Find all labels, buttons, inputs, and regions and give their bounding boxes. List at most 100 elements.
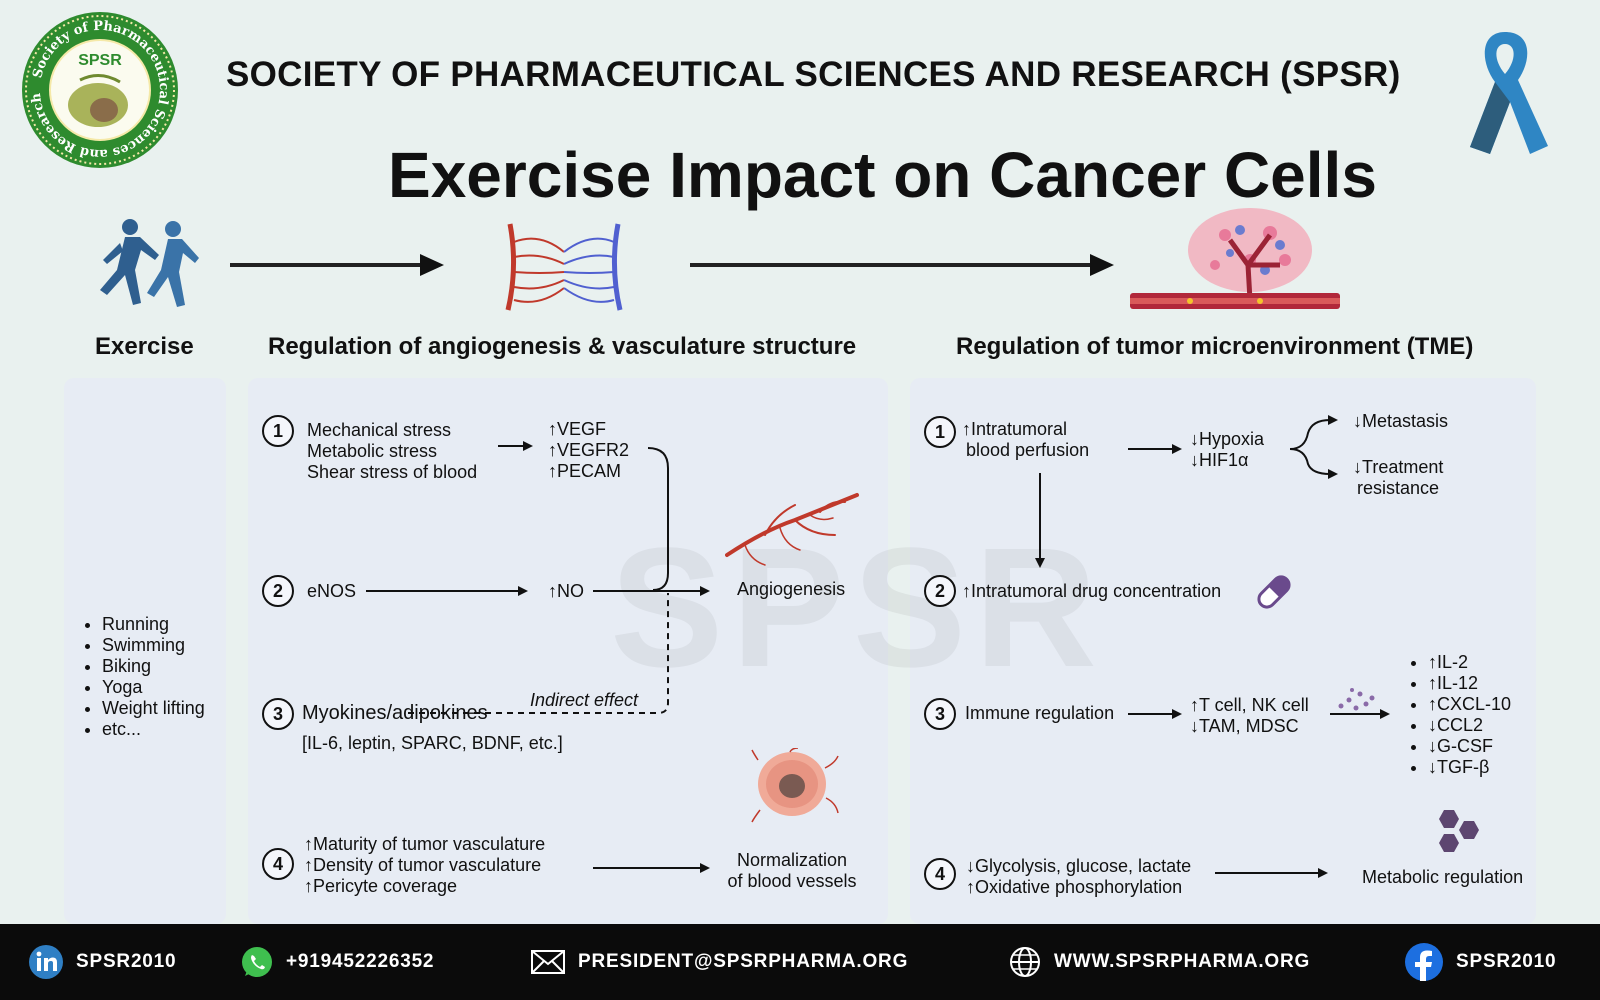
step-number-2: 2 [262, 575, 294, 607]
list-item: ↑IL-12 [1428, 673, 1511, 694]
indirect-effect-label: Indirect effect [530, 690, 639, 710]
facebook-text: SPSR2010 [1456, 951, 1557, 972]
tme-step-number-4: 4 [924, 858, 956, 890]
angiogenesis-vessel-icon [725, 493, 859, 566]
immune-cell-line: ↓TAM, MDSC [1190, 716, 1299, 736]
page-title: Exercise Impact on Cancer Cells [388, 139, 1377, 211]
tumor-cell [750, 747, 840, 823]
footer-whatsapp[interactable]: +919452226352 [240, 924, 434, 1000]
vasculature-item: ↑Pericyte coverage [304, 876, 458, 896]
metastasis-label: ↓Metastasis [1353, 411, 1449, 431]
list-item: Weight lifting [102, 698, 205, 719]
tumor-vessel [1130, 205, 1340, 315]
angiogenic-factors: ↑VEGF ↑VEGFR2 ↑PECAM [548, 419, 629, 482]
list-item: Yoga [102, 677, 205, 698]
factor-item: ↑VEGF [548, 419, 607, 439]
tme-step-number-3: 3 [924, 698, 956, 730]
cytokine-dots-icon [1338, 688, 1375, 711]
perfusion-line: blood perfusion [966, 440, 1090, 460]
factor-item: ↑VEGFR2 [548, 440, 630, 460]
immune-cell-line: ↑T cell, NK cell [1190, 695, 1309, 715]
glycolysis-line: ↑Oxidative phosphorylation [966, 877, 1183, 897]
tme-panel [910, 378, 1536, 924]
cancer-ribbon [1460, 22, 1550, 162]
runners [85, 215, 205, 315]
drug-concentration-label: ↑Intratumoral drug concentration [962, 581, 1222, 601]
whatsapp-text: +919452226352 [286, 951, 435, 972]
arrow-vessels-to-tumor [690, 254, 1114, 276]
stress-item: Mechanical stress [307, 420, 452, 440]
myokines-label: Myokines/adipokines [302, 702, 488, 724]
list-item: Running [102, 614, 205, 635]
stress-types: Mechanical stress Metabolic stress Shear… [307, 420, 477, 483]
perfusion-line: ↑Intratumoral [962, 419, 1068, 439]
angiogenesis-label: Angiogenesis [737, 579, 846, 599]
step-number-1: 1 [262, 415, 294, 447]
footer-website[interactable]: WWW.SPSRPHARMA.ORG [1008, 924, 1310, 1000]
list-item: ↓G-CSF [1428, 736, 1511, 757]
glycolysis-line: ↓Glycolysis, glucose, lactate [966, 856, 1192, 876]
vasculature-item: ↑Maturity of tumor vasculature [304, 834, 546, 854]
hypoxia-label: ↓Hypoxia ↓HIF1α [1190, 429, 1264, 471]
list-item: Swimming [102, 635, 205, 656]
globe-icon [1010, 947, 1040, 977]
facebook-icon [1405, 943, 1443, 981]
footer: SPSR2010 +919452226352 PRESIDENT@SPSRPHA… [0, 924, 1600, 1000]
spsr-logo: Society of Pharmaceutical Sciences and R… [20, 10, 180, 170]
vasculature-item: ↑Density of tumor vasculature [304, 855, 542, 875]
hypoxia-line: ↓HIF1α [1190, 450, 1249, 470]
runners-icon [100, 219, 199, 307]
glycolysis-label: ↓Glycolysis, glucose, lactate ↑Oxidative… [966, 856, 1191, 898]
pill [1252, 570, 1296, 614]
normalization-line: Normalization [736, 850, 848, 870]
footer-facebook[interactable]: SPSR2010 [1404, 924, 1556, 1000]
watermark: SPSR [610, 513, 1105, 703]
normalization-line: of blood vessels [727, 871, 857, 891]
tme-step-number-1: 1 [924, 416, 956, 448]
footer-email[interactable]: PRESIDENT@SPSRPHARMA.ORG [530, 924, 908, 1000]
hexagon-molecule [1428, 808, 1482, 858]
list-item: ↓CCL2 [1428, 715, 1511, 736]
list-item: ↓TGF-β [1428, 757, 1511, 778]
tme-step-number-2: 2 [924, 575, 956, 607]
normalization-label: Normalization of blood vessels [727, 850, 857, 892]
treatment-line: resistance [1357, 478, 1440, 498]
list-item: Biking [102, 656, 205, 677]
step-number-3: 3 [262, 698, 294, 730]
section-tme: Regulation of tumor microenvironment (TM… [956, 333, 1474, 360]
email-text: PRESIDENT@SPSRPHARMA.ORG [578, 951, 909, 972]
list-item: ↑IL-2 [1428, 652, 1511, 673]
perfusion-label: ↑Intratumoral blood perfusion [962, 419, 1089, 461]
tme-connectors [1035, 415, 1390, 878]
exercise-list: Running Swimming Biking Yoga Weight lift… [82, 614, 205, 740]
exercise-panel [64, 378, 226, 924]
arrow-exercise-to-vessels [230, 254, 444, 276]
pill-icon [1257, 575, 1291, 609]
cytokine-list: ↑IL-2 ↑IL-12 ↑CXCL-10 ↓CCL2 ↓G-CSF ↓TGF-… [1408, 652, 1511, 778]
step-number-4: 4 [262, 848, 294, 880]
blood-vessels [500, 222, 630, 312]
linkedin-text: SPSR2010 [76, 951, 177, 972]
myokines-examples: [IL-6, leptin, SPARC, BDNF, etc.] [302, 733, 563, 753]
no-label: ↑NO [548, 581, 584, 601]
immune-regulation-label: Immune regulation [965, 703, 1115, 723]
blood-vessels-icon [505, 223, 623, 311]
angiogenesis-connectors [366, 441, 710, 873]
list-item: etc... [102, 719, 205, 740]
tumor-cell-icon [751, 747, 839, 823]
linkedin-icon [29, 945, 63, 979]
spsr-logo-icon: Society of Pharmaceutical Sciences and R… [22, 12, 178, 168]
logo-text: SPSR [78, 52, 122, 69]
footer-linkedin[interactable]: SPSR2010 [28, 924, 176, 1000]
metabolic-regulation-label: Metabolic regulation [1362, 867, 1524, 887]
vasculature-effects: ↑Maturity of tumor vasculature ↑Density … [304, 834, 545, 897]
website-text: WWW.SPSRPHARMA.ORG [1054, 951, 1311, 972]
hypoxia-line: ↓Hypoxia [1190, 429, 1265, 449]
enos-label: eNOS [307, 581, 357, 601]
cytokine-dots [1336, 686, 1376, 714]
treatment-resistance-label: ↓Treatment resistance [1353, 457, 1443, 499]
angiogenesis-panel [248, 378, 888, 924]
immune-cells-label: ↑T cell, NK cell ↓TAM, MDSC [1190, 695, 1309, 737]
list-item: ↑CXCL-10 [1428, 694, 1511, 715]
tumor-vessel-icon [1130, 208, 1340, 309]
